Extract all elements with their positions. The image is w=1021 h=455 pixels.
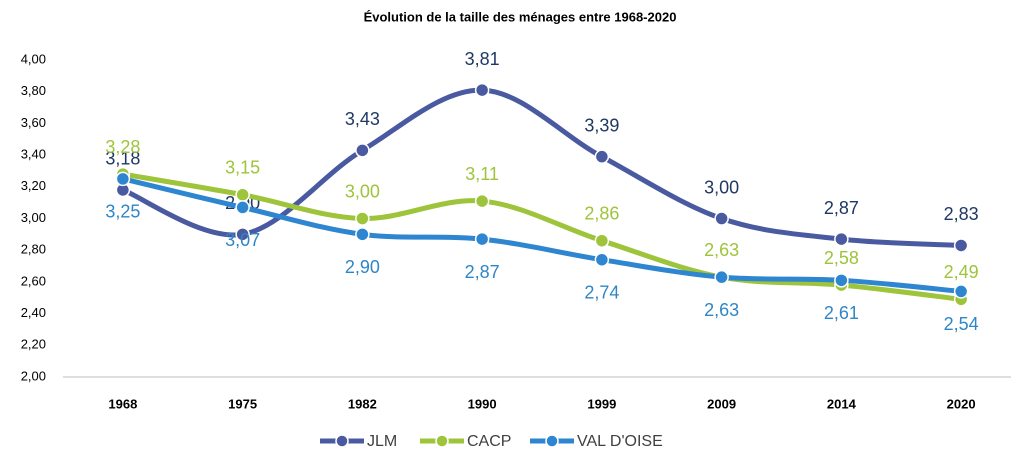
- data-point: [235, 187, 250, 202]
- y-tick-label: 2,40: [21, 305, 46, 320]
- x-tick-label: 1975: [228, 396, 257, 411]
- data-point: [115, 171, 131, 187]
- data-label: 2,49: [944, 262, 979, 282]
- x-tick-label: 1968: [108, 396, 137, 411]
- data-label: 2,58: [824, 248, 859, 268]
- legend-marker: [335, 434, 349, 448]
- x-tick-label: 1999: [587, 396, 616, 411]
- series-line: [122, 171, 962, 302]
- data-label: 3,07: [225, 230, 260, 250]
- data-point: [834, 231, 849, 247]
- y-tick-label: 3,60: [21, 115, 46, 130]
- data-label: 3,15: [225, 157, 260, 177]
- x-tick-label: 2020: [947, 396, 976, 411]
- data-point: [714, 211, 729, 226]
- data-label: 2,90: [345, 257, 380, 277]
- data-point: [235, 227, 250, 242]
- y-tick-label: 2,80: [21, 242, 46, 257]
- data-point: [953, 284, 969, 299]
- data-point: [594, 233, 610, 248]
- data-label: 2,87: [465, 262, 500, 282]
- data-point: [594, 149, 610, 164]
- data-label: 2,61: [824, 303, 859, 323]
- data-label: 3,28: [105, 137, 140, 157]
- data-label: 3,43: [345, 109, 380, 129]
- legend-label: VAL D'OISE: [577, 433, 663, 450]
- data-label: 2,87: [824, 198, 859, 218]
- legend-marker: [435, 434, 449, 448]
- x-tick-label: 1990: [468, 396, 497, 411]
- data-point: [474, 231, 490, 247]
- x-tick-label: 2014: [827, 396, 857, 411]
- data-label: 3,18: [105, 149, 140, 169]
- data-point: [834, 273, 849, 288]
- legend-label: CACP: [467, 433, 511, 450]
- series-line: [121, 87, 962, 248]
- data-point: [714, 269, 729, 285]
- x-tick-label: 2009: [707, 396, 736, 411]
- y-tick-label: 3,80: [21, 83, 46, 98]
- data-label: 3,25: [105, 202, 140, 222]
- data-label: 2,83: [944, 204, 979, 224]
- data-point: [953, 238, 969, 253]
- series-line: [122, 176, 962, 294]
- data-label: 2,63: [704, 240, 739, 260]
- y-tick-label: 4,00: [21, 51, 46, 66]
- chart-title: Évolution de la taille des ménages entre…: [364, 9, 677, 24]
- data-label: 3,39: [584, 115, 619, 135]
- legend-label: JLM: [367, 433, 397, 450]
- data-point: [235, 200, 250, 215]
- x-tick-label: 1982: [348, 396, 377, 411]
- legend-marker: [545, 434, 559, 448]
- data-label: 2,74: [584, 282, 619, 302]
- y-tick-label: 3,40: [21, 147, 46, 162]
- data-point: [355, 143, 370, 158]
- y-tick-label: 2,20: [21, 337, 46, 352]
- data-label: 3,00: [345, 181, 380, 201]
- data-label: 3,81: [465, 49, 500, 69]
- y-tick-label: 3,20: [21, 178, 46, 193]
- data-point: [355, 211, 370, 226]
- data-point: [355, 227, 370, 242]
- data-label: 2,63: [704, 300, 739, 320]
- data-point: [474, 193, 490, 209]
- data-point: [594, 252, 610, 267]
- data-point: [474, 82, 490, 98]
- y-tick-label: 3,00: [21, 210, 46, 225]
- y-tick-label: 2,00: [21, 368, 46, 383]
- data-label: 2,86: [584, 203, 619, 223]
- data-label: 3,11: [465, 164, 499, 184]
- data-label: 2,54: [944, 314, 979, 334]
- data-label: 3,00: [704, 177, 739, 197]
- y-tick-label: 2,60: [21, 273, 46, 288]
